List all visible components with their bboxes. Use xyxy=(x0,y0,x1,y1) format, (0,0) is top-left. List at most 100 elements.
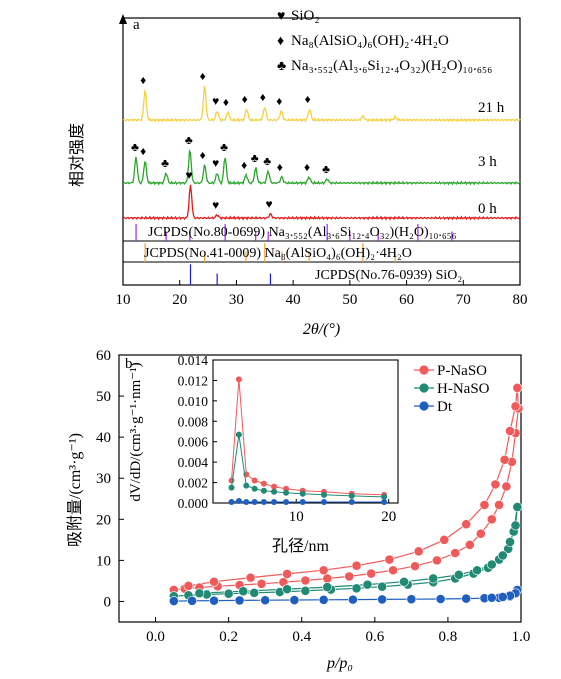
pattern-0h xyxy=(122,184,521,221)
psd-point xyxy=(235,376,242,383)
psd-point xyxy=(251,485,258,492)
psd-point xyxy=(251,477,258,484)
x-tick-label: 60 xyxy=(399,292,414,308)
x-tick-label: 0.2 xyxy=(219,629,238,645)
data-point xyxy=(505,426,515,436)
y-tick-label: 0.008 xyxy=(178,414,209,429)
psd-point xyxy=(260,480,267,487)
data-point xyxy=(384,554,395,565)
x-tick-label: 30 xyxy=(229,292,244,308)
data-point xyxy=(256,578,267,589)
y-tick-label: 0.002 xyxy=(178,476,208,491)
data-point xyxy=(194,588,205,599)
data-point xyxy=(347,594,358,605)
psd-point xyxy=(260,498,267,505)
legend-label: P-NaSO xyxy=(437,363,487,379)
x-tick-label: 0.4 xyxy=(292,629,311,645)
psd-point xyxy=(381,493,388,500)
series-label: 0 h xyxy=(478,201,497,217)
peak-marker: ♦ xyxy=(223,95,229,109)
x-tick-label: 40 xyxy=(286,292,301,308)
peak-marker: ♣ xyxy=(220,140,228,154)
x-axis-label: 2θ/(°) xyxy=(303,321,340,338)
y-tick-label: 0.010 xyxy=(178,394,209,409)
panel-b-frame xyxy=(118,354,522,623)
x-tick-label: 70 xyxy=(456,292,471,308)
data-point xyxy=(406,594,417,605)
data-point xyxy=(410,561,420,572)
psd-point xyxy=(235,431,242,438)
data-point xyxy=(510,520,521,531)
data-point xyxy=(300,585,311,596)
peak-marker: ♦ xyxy=(200,148,206,162)
psd-point xyxy=(271,483,278,490)
data-point xyxy=(289,595,300,605)
pattern-3h xyxy=(122,148,521,186)
data-point xyxy=(168,596,179,606)
reference-label: JCPDS(No.76-0939) SiO₂ xyxy=(315,268,462,283)
data-point xyxy=(428,573,439,584)
reference-label: JCPDS(No.41-0009) Na₈(AlSiO₄)₆(OH)₂·4H₂O xyxy=(144,246,412,261)
data-point xyxy=(505,537,515,547)
data-point xyxy=(499,454,510,465)
legend-marker xyxy=(419,365,429,375)
data-point xyxy=(510,401,521,412)
data-point xyxy=(282,584,293,595)
y-tick-label: 20 xyxy=(96,512,111,528)
peak-marker: ♣ xyxy=(185,133,193,147)
reference-label: JCPDS(No.80-0699) Na₃.₅₅₂(Al₃.₆Si₁₂.₄O₃₂… xyxy=(148,225,457,240)
peak-marker: ♣ xyxy=(161,156,169,170)
data-point xyxy=(450,548,461,558)
psd-point xyxy=(271,498,278,505)
y-tick-label: 0.006 xyxy=(178,435,209,450)
y-tick-label: 0 xyxy=(104,594,112,610)
data-point xyxy=(497,550,508,561)
data-point xyxy=(486,559,497,570)
data-point xyxy=(260,595,271,606)
pattern-21h xyxy=(122,85,521,123)
y-tick-label: 0.014 xyxy=(178,353,209,368)
panel-a-frame xyxy=(122,17,521,286)
legend-marker xyxy=(419,383,429,393)
x-tick-label: 10 xyxy=(116,292,131,308)
psd-point xyxy=(228,498,235,505)
data-point xyxy=(377,581,388,592)
peak-marker: ♦ xyxy=(140,144,146,158)
y-axis-label: dV/dD/(cm³·g⁻¹·nm⁻¹) xyxy=(128,362,144,501)
data-point xyxy=(322,582,333,592)
data-point xyxy=(183,580,194,591)
data-point xyxy=(399,576,409,587)
x-tick-label: 80 xyxy=(513,292,528,308)
psd-point xyxy=(243,498,250,505)
data-point xyxy=(344,571,355,582)
psd-point xyxy=(283,498,290,505)
legend-label: H-NaSO xyxy=(437,381,490,397)
data-point xyxy=(486,514,497,525)
x-tick-label: 20 xyxy=(381,509,396,525)
peak-marker: ♦ xyxy=(276,94,282,108)
psd-point xyxy=(299,490,306,497)
peak-marker: ♣ xyxy=(263,154,271,168)
legend-marker: ♥ xyxy=(277,9,285,24)
legend-label: SiO₂ xyxy=(291,8,320,24)
data-point xyxy=(461,519,472,530)
data-point xyxy=(464,539,475,550)
panel-label-a: a xyxy=(133,17,140,33)
peak-marker: ♥ xyxy=(212,156,219,170)
x-tick-label: 10 xyxy=(289,509,304,525)
data-point xyxy=(300,575,311,586)
peak-marker: ♦ xyxy=(241,158,247,172)
data-point xyxy=(490,479,501,490)
data-point xyxy=(494,500,504,510)
panel-label-b: b xyxy=(125,356,133,372)
psd-point xyxy=(243,482,250,489)
data-point xyxy=(249,587,260,598)
data-point xyxy=(439,534,450,545)
data-point xyxy=(461,593,472,604)
y-tick-label: 0.012 xyxy=(178,373,208,388)
data-point xyxy=(432,555,442,566)
data-point xyxy=(388,565,398,576)
legend-marker xyxy=(419,401,429,411)
data-point xyxy=(209,576,219,587)
x-tick-label: 0.6 xyxy=(365,629,384,645)
